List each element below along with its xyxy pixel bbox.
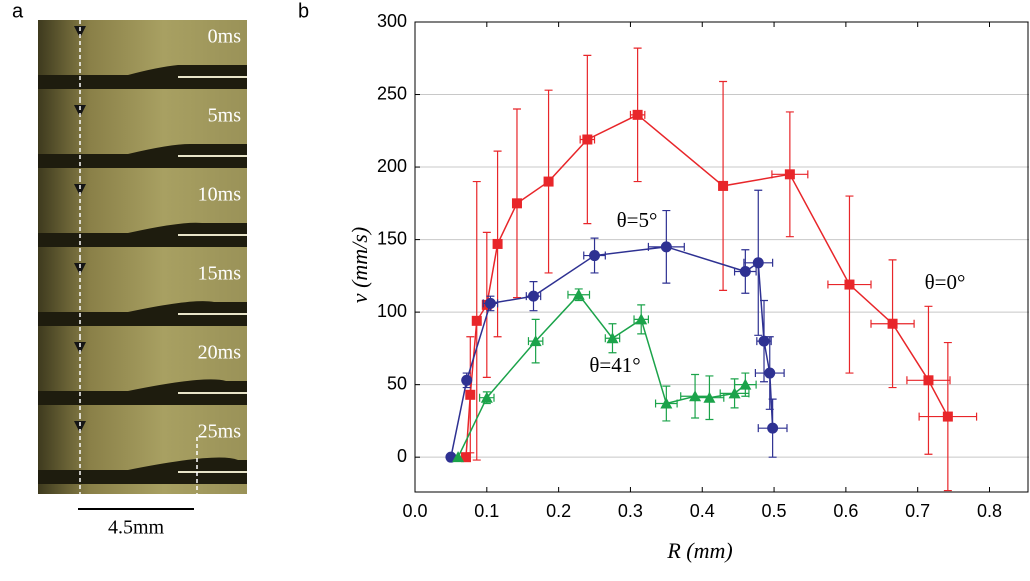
marker	[767, 422, 779, 434]
marker	[527, 290, 539, 302]
marker	[739, 266, 751, 278]
marker	[572, 288, 585, 300]
marker	[942, 411, 953, 422]
x-tick-label: 0.4	[690, 501, 715, 521]
marker	[758, 335, 770, 347]
marker	[606, 332, 619, 344]
marker	[460, 452, 471, 463]
series	[452, 288, 757, 463]
panel-label: a	[12, 0, 24, 22]
marker	[529, 335, 542, 347]
marker	[589, 250, 601, 262]
frame-label: 20ms	[198, 342, 242, 364]
marker	[784, 169, 795, 180]
panel-label: b	[298, 0, 309, 22]
marker	[461, 374, 473, 386]
x-tick-label: 0.1	[474, 501, 499, 521]
marker	[718, 180, 729, 191]
series	[460, 47, 978, 492]
marker	[582, 134, 593, 145]
tip	[74, 421, 86, 433]
y-tick-label: 300	[377, 11, 407, 31]
film	[38, 301, 247, 326]
y-tick-label: 100	[377, 301, 407, 321]
frame-label: 15ms	[198, 263, 242, 285]
frame-label: 10ms	[198, 184, 242, 206]
marker	[739, 378, 752, 390]
film	[38, 144, 247, 168]
film	[38, 65, 247, 89]
series-label: θ=5°	[617, 208, 658, 232]
marker	[543, 176, 554, 187]
marker	[452, 451, 465, 463]
y-tick-label: 200	[377, 156, 407, 176]
y-axis-label: v (mm/s)	[347, 227, 372, 303]
marker	[844, 279, 855, 290]
y-tick-label: 150	[377, 228, 407, 248]
tip	[74, 342, 86, 354]
tip	[74, 184, 86, 196]
marker	[471, 315, 482, 326]
marker	[752, 257, 764, 269]
marker	[484, 297, 496, 309]
film	[38, 379, 247, 405]
marker	[635, 313, 648, 325]
x-tick-label: 0.7	[905, 501, 930, 521]
marker	[923, 375, 934, 386]
x-axis-label: R (mm)	[666, 538, 732, 563]
frame-label: 5ms	[208, 105, 242, 127]
series	[445, 189, 788, 463]
film	[38, 222, 247, 247]
x-tick-label: 0.5	[762, 501, 787, 521]
series-label: θ=41°	[589, 353, 640, 377]
tip	[74, 105, 86, 117]
y-tick-label: 50	[387, 373, 407, 393]
marker	[660, 397, 673, 409]
marker	[492, 238, 503, 249]
marker	[511, 198, 522, 209]
x-tick-label: 0.6	[833, 501, 858, 521]
x-tick-label: 0.2	[546, 501, 571, 521]
marker	[703, 391, 716, 403]
marker	[764, 367, 776, 379]
marker	[728, 387, 741, 399]
x-tick-label: 0.0	[402, 501, 427, 521]
marker	[632, 109, 643, 120]
marker	[887, 318, 898, 329]
series-line	[465, 113, 949, 458]
marker	[480, 391, 493, 403]
y-tick-label: 0	[397, 446, 407, 466]
tip	[74, 263, 86, 275]
marker	[689, 390, 702, 402]
plot-frame	[414, 21, 1029, 493]
frame-label: 25ms	[198, 421, 242, 443]
marker	[465, 389, 476, 400]
y-tick-label: 250	[377, 83, 407, 103]
tip	[74, 26, 86, 38]
series-label: θ=0°	[925, 270, 966, 294]
frame-label: 0ms	[208, 26, 242, 48]
marker	[660, 241, 672, 253]
x-tick-label: 0.3	[618, 501, 643, 521]
x-tick-label: 0.8	[977, 501, 1002, 521]
scale-bar-label: 4.5mm	[108, 517, 165, 539]
film	[38, 457, 247, 484]
